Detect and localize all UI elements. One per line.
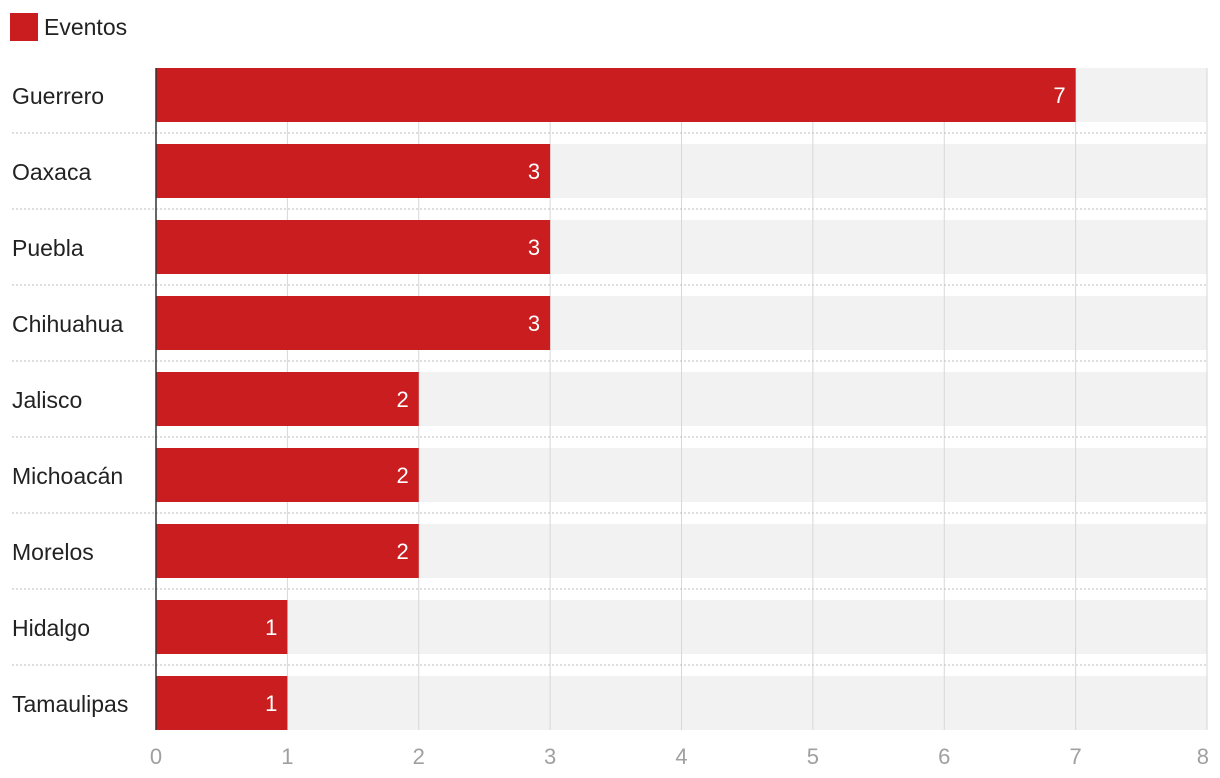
category-label: Jalisco <box>12 387 82 413</box>
x-tick-label: 7 <box>1070 744 1082 769</box>
bar <box>156 600 288 654</box>
bar <box>156 68 1076 122</box>
value-label: 1 <box>265 691 277 716</box>
category-label: Hidalgo <box>12 615 90 641</box>
x-tick-label: 6 <box>938 744 950 769</box>
category-label: Michoacán <box>12 463 123 489</box>
bar <box>156 524 419 578</box>
value-label: 3 <box>528 235 540 260</box>
category-label: Morelos <box>12 539 94 565</box>
bar <box>156 296 551 350</box>
value-label: 2 <box>397 539 409 564</box>
category-label: Guerrero <box>12 83 104 109</box>
x-tick-label: 5 <box>807 744 819 769</box>
category-label: Tamaulipas <box>12 691 128 717</box>
x-tick-label: 4 <box>675 744 687 769</box>
value-label: 1 <box>265 615 277 640</box>
x-tick-label: 0 <box>150 744 162 769</box>
bar <box>156 448 419 502</box>
bar <box>156 144 551 198</box>
legend-swatch <box>10 13 38 41</box>
x-tick-label: 2 <box>413 744 425 769</box>
category-label: Puebla <box>12 235 84 261</box>
value-label: 2 <box>397 463 409 488</box>
chart-legend: Eventos <box>10 12 127 42</box>
category-label: Chihuahua <box>12 311 123 337</box>
value-label: 2 <box>397 387 409 412</box>
bar <box>156 372 419 426</box>
legend-label: Eventos <box>44 13 128 40</box>
category-label: Oaxaca <box>12 159 91 185</box>
value-label: 3 <box>528 311 540 336</box>
x-tick-label: 1 <box>281 744 293 769</box>
bar <box>156 676 288 730</box>
value-label: 7 <box>1053 83 1065 108</box>
value-label: 3 <box>528 159 540 184</box>
bar <box>156 220 551 274</box>
x-tick-label: 8 <box>1197 744 1209 769</box>
x-tick-label: 3 <box>544 744 556 769</box>
